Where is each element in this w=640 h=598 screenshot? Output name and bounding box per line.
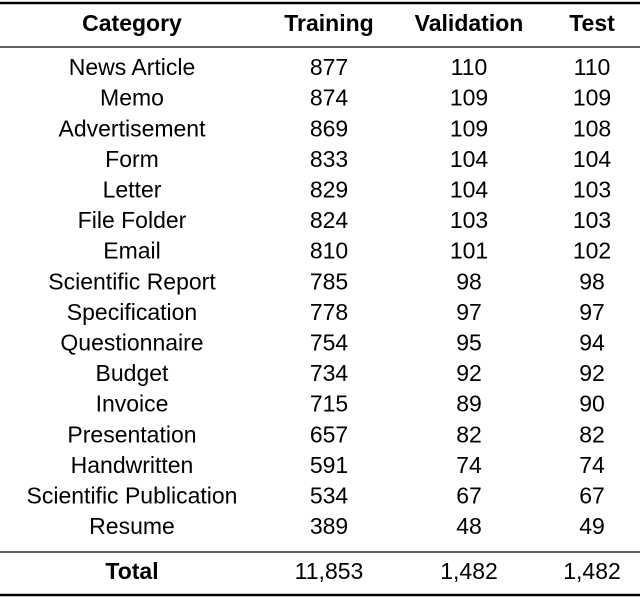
header-cell: Category (82, 10, 182, 36)
number-cell: 74 (579, 452, 605, 478)
category-cell: Budget (96, 360, 170, 386)
number-cell: 778 (310, 299, 348, 325)
number-cell: 67 (579, 482, 605, 508)
number-cell: 591 (310, 452, 348, 478)
number-cell: 103 (573, 176, 611, 202)
header-cell: Test (569, 10, 615, 36)
number-cell: 754 (310, 329, 349, 355)
number-cell: 98 (579, 268, 605, 294)
total-cell: 11,853 (295, 558, 364, 584)
category-cell: Email (103, 238, 161, 264)
category-cell: Scientific Publication (27, 482, 238, 508)
number-cell: 92 (456, 360, 482, 386)
number-cell: 104 (450, 176, 489, 202)
total-cell: 1,482 (563, 558, 621, 584)
total-cell: 1,482 (440, 558, 498, 584)
number-cell: 92 (579, 360, 605, 386)
number-cell: 98 (456, 268, 482, 294)
number-cell: 657 (310, 421, 348, 447)
number-cell: 97 (456, 299, 482, 325)
number-cell: 833 (310, 146, 348, 172)
category-cell: Form (105, 146, 159, 172)
category-cell: Letter (103, 176, 162, 202)
number-cell: 82 (579, 421, 605, 447)
category-cell: Scientific Report (48, 268, 216, 294)
category-cell: Presentation (67, 421, 196, 447)
number-cell: 824 (310, 207, 349, 233)
number-cell: 534 (310, 482, 349, 508)
number-cell: 874 (310, 85, 349, 111)
category-cell: Questionnaire (60, 329, 203, 355)
number-cell: 49 (579, 513, 605, 539)
category-cell: File Folder (78, 207, 187, 233)
number-cell: 109 (573, 85, 611, 111)
total-cell: Total (105, 558, 158, 584)
number-cell: 108 (573, 115, 611, 141)
number-cell: 48 (456, 513, 482, 539)
number-cell: 101 (450, 238, 488, 264)
number-cell: 734 (310, 360, 349, 386)
number-cell: 104 (573, 146, 612, 172)
category-cell: Specification (67, 299, 197, 325)
category-cell: Advertisement (58, 115, 206, 141)
number-cell: 110 (574, 54, 611, 80)
number-cell: 89 (456, 391, 482, 417)
number-cell: 90 (579, 391, 605, 417)
number-cell: 103 (573, 207, 611, 233)
category-cell: Resume (89, 513, 175, 539)
number-cell: 94 (579, 329, 605, 355)
number-cell: 97 (579, 299, 605, 325)
number-cell: 95 (456, 329, 482, 355)
category-cell: Memo (100, 85, 164, 111)
number-cell: 104 (450, 146, 489, 172)
number-cell: 785 (310, 268, 348, 294)
number-cell: 109 (450, 115, 488, 141)
number-cell: 67 (456, 482, 482, 508)
number-cell: 109 (450, 85, 488, 111)
number-cell: 82 (456, 421, 482, 447)
header-cell: Training (284, 10, 373, 36)
number-cell: 110 (451, 54, 488, 80)
number-cell: 74 (456, 452, 482, 478)
number-cell: 869 (310, 115, 348, 141)
number-cell: 389 (310, 513, 348, 539)
category-cell: Handwritten (71, 452, 194, 478)
number-cell: 102 (573, 238, 611, 264)
number-cell: 810 (310, 238, 348, 264)
number-cell: 829 (310, 176, 348, 202)
number-cell: 103 (450, 207, 488, 233)
number-cell: 877 (310, 54, 348, 80)
category-cell: Invoice (96, 391, 169, 417)
header-cell: Validation (415, 10, 524, 36)
category-cell: News Article (69, 54, 196, 80)
number-cell: 715 (310, 391, 348, 417)
